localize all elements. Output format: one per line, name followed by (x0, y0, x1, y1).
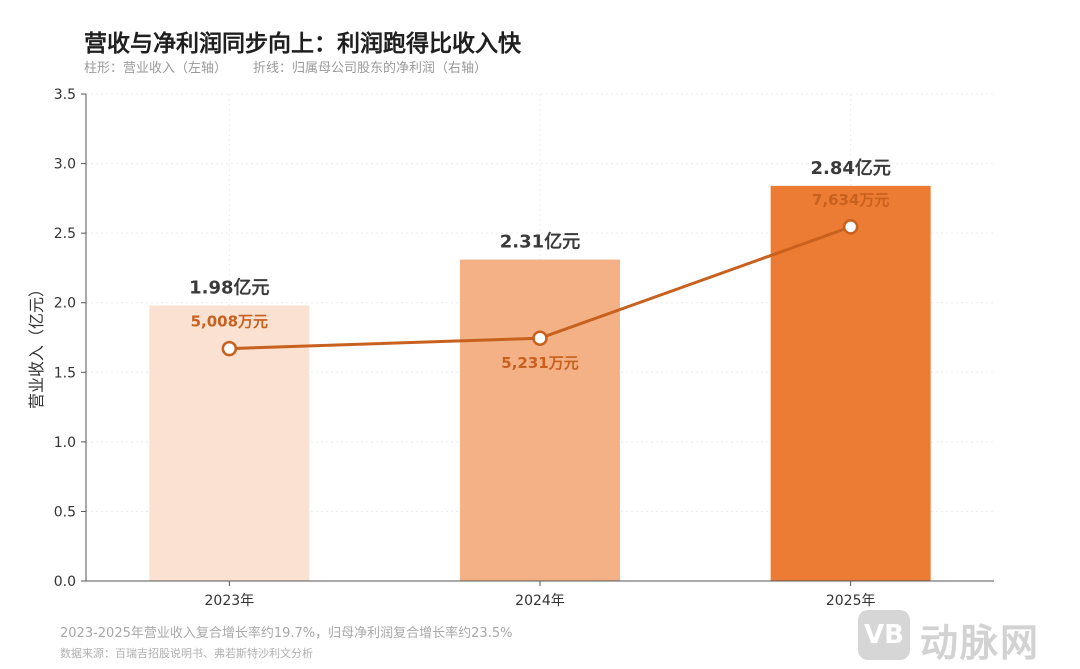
y-tick-label: 1.5 (54, 365, 76, 381)
revenue-bar (770, 185, 931, 581)
y-tick-label: 0.0 (54, 574, 76, 590)
subtitle-line-legend: 折线：归属母公司股东的净利润（右轴） (253, 61, 488, 76)
x-tick-label: 2024年 (515, 593, 565, 609)
net-profit-label: 5,008万元 (191, 313, 268, 331)
y-tick-label: 0.5 (54, 504, 76, 520)
y-tick-label: 3.5 (54, 87, 76, 103)
net-profit-label: 5,231万元 (501, 354, 578, 372)
y-tick-label: 2.5 (54, 226, 76, 242)
y-tick-label: 3.0 (54, 157, 76, 173)
x-tick-label: 2023年 (205, 593, 255, 609)
growth-note: 2023-2025年营业收入复合增长率约19.7%，归母净利润复合增长率约23.… (60, 626, 513, 641)
revenue-bar-label: 2.31亿元 (500, 231, 580, 253)
x-tick-label: 2025年 (826, 593, 876, 609)
subtitle-bar-legend: 柱形：营业收入（左轴） (84, 61, 228, 76)
y-axis-label: 营业收入（亿元） (27, 281, 46, 409)
logo-wordmark: 动脉网 (920, 621, 1041, 665)
chart-title: 营收与净利润同步向上：利润跑得比收入快 (84, 31, 521, 57)
net-profit-point (842, 219, 859, 235)
revenue-bar-label: 1.98亿元 (189, 276, 269, 298)
revenue-bar-label: 2.84亿元 (810, 157, 890, 179)
net-profit-point (221, 340, 238, 357)
brand-logo: VB 动脉网 (858, 608, 1068, 665)
revenue-bar (460, 259, 620, 581)
chart-subtitle: 柱形：营业收入（左轴） 折线：归属母公司股东的净利润（右轴） (84, 57, 487, 76)
net-profit-point (532, 330, 548, 346)
y-tick-label: 2.0 (54, 296, 76, 312)
y-tick-label: 1.0 (54, 435, 76, 451)
net-profit-label: 7,634万元 (812, 191, 889, 209)
logo-badge-icon: VB (858, 610, 910, 660)
data-source: 数据来源：百瑞吉招股说明书、弗若斯特沙利文分析 (60, 647, 313, 660)
